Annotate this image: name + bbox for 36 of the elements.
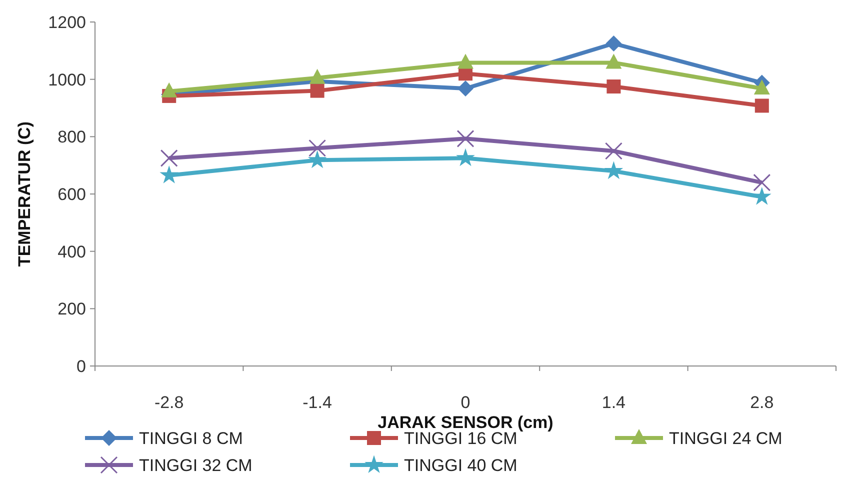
legend-label: TINGGI 8 CM (139, 428, 243, 448)
point (604, 161, 624, 180)
x-tick-label: -2.8 (154, 393, 184, 412)
point (458, 80, 474, 97)
x-tick-label: 1.4 (602, 393, 626, 412)
point (458, 54, 474, 69)
y-tick-label: 800 (58, 128, 86, 147)
x-tick-label: 0 (460, 393, 470, 412)
point (606, 36, 622, 52)
point (606, 80, 621, 94)
y-tick-label: 1200 (48, 12, 86, 32)
x-tick-label: 2.8 (750, 393, 774, 412)
point (160, 165, 179, 184)
y-tick-label: 1000 (48, 70, 86, 90)
y-tick-label: 600 (58, 184, 86, 204)
legend-label: TINGGI 24 CM (669, 428, 782, 448)
point (310, 84, 324, 98)
point (308, 139, 326, 157)
point (604, 142, 622, 160)
point (754, 80, 770, 95)
point (160, 149, 178, 167)
legend-label: TINGGI 40 CM (404, 456, 518, 475)
point (456, 148, 475, 166)
point (309, 68, 326, 84)
y-axis-title: TEMPERATUR (C) (15, 121, 34, 267)
y-tick-label: 0 (76, 356, 86, 376)
point (754, 98, 769, 113)
point (456, 130, 474, 148)
point (308, 150, 327, 168)
y-tick-label: 200 (58, 300, 86, 319)
legend-label: TINGGI 32 CM (139, 456, 252, 475)
x-tick-label: -1.4 (302, 393, 332, 412)
point (606, 54, 622, 69)
point (161, 82, 178, 98)
point (753, 174, 771, 192)
y-tick-label: 400 (58, 242, 86, 262)
